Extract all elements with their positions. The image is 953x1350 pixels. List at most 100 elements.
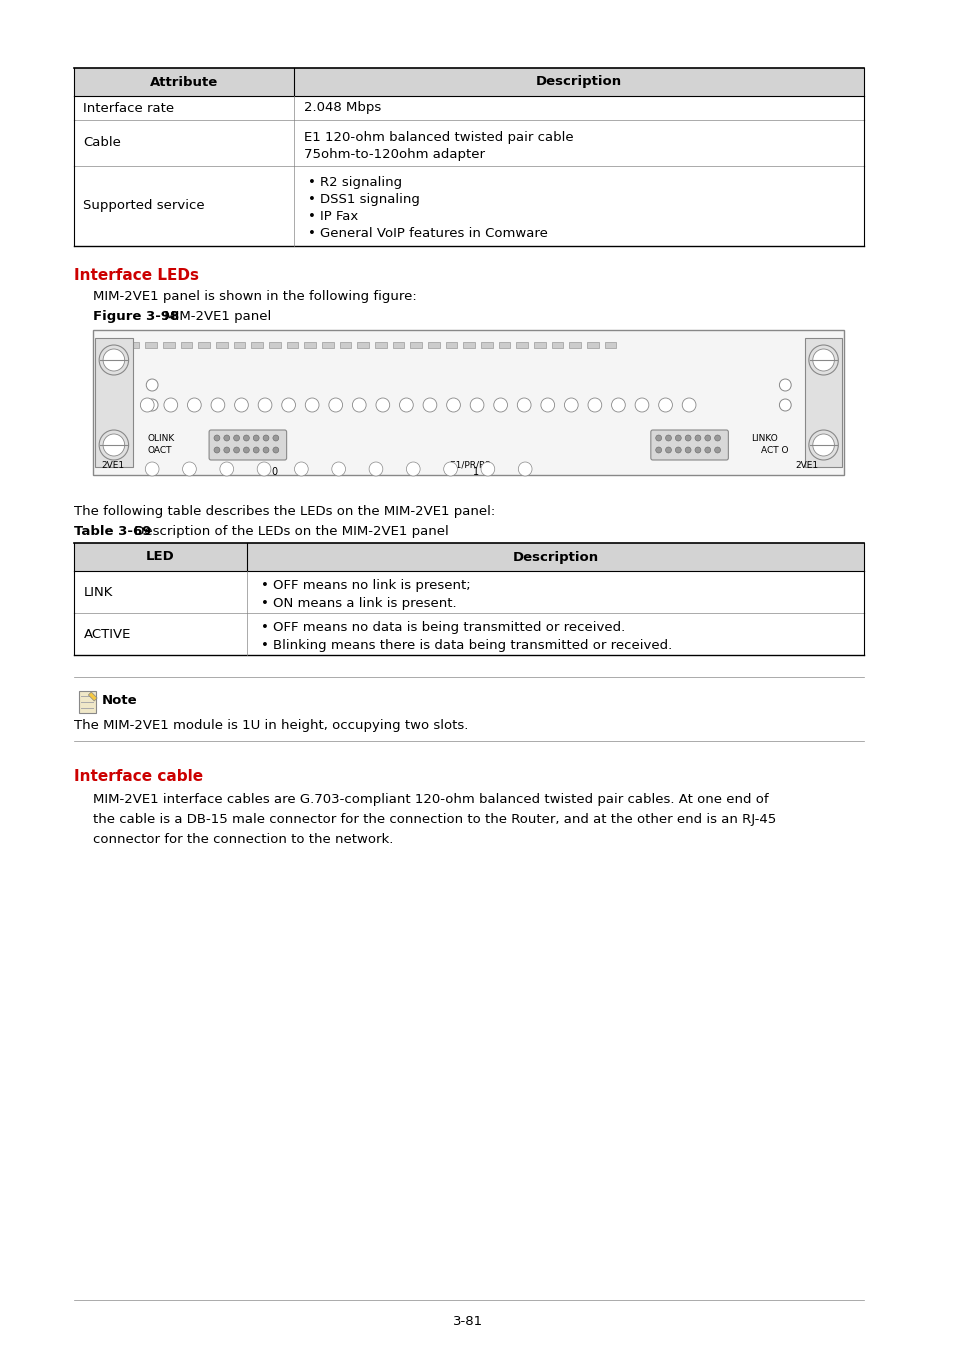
- Bar: [215, 342, 228, 348]
- Circle shape: [352, 398, 366, 412]
- Circle shape: [704, 447, 710, 454]
- Circle shape: [213, 435, 219, 441]
- Circle shape: [665, 447, 671, 454]
- Bar: [516, 342, 528, 348]
- Circle shape: [243, 447, 249, 454]
- Text: MIM-2VE1 panel: MIM-2VE1 panel: [160, 310, 271, 323]
- Circle shape: [233, 435, 239, 441]
- Bar: [233, 342, 245, 348]
- Bar: [604, 342, 616, 348]
- FancyBboxPatch shape: [209, 431, 286, 460]
- Text: •: •: [261, 639, 269, 652]
- Bar: [321, 342, 334, 348]
- Circle shape: [446, 398, 460, 412]
- Text: The following table describes the LEDs on the MIM-2VE1 panel:: The following table describes the LEDs o…: [73, 505, 495, 518]
- Circle shape: [422, 398, 436, 412]
- Circle shape: [443, 462, 456, 477]
- Circle shape: [257, 462, 271, 477]
- Text: Interface LEDs: Interface LEDs: [73, 269, 198, 284]
- Circle shape: [329, 398, 342, 412]
- Bar: [73, 543, 862, 571]
- Text: ACTIVE: ACTIVE: [83, 628, 131, 640]
- Bar: [198, 342, 210, 348]
- Circle shape: [684, 435, 690, 441]
- Circle shape: [480, 462, 495, 477]
- Text: DSS1 signaling: DSS1 signaling: [319, 193, 419, 207]
- Text: 2VE1: 2VE1: [794, 460, 818, 470]
- Text: 2.048 Mbps: 2.048 Mbps: [304, 101, 381, 115]
- Text: •: •: [261, 597, 269, 610]
- Text: Cable: Cable: [83, 136, 121, 150]
- Text: LINKO: LINKO: [750, 433, 777, 443]
- Text: LED: LED: [146, 551, 174, 563]
- Circle shape: [779, 379, 790, 391]
- Circle shape: [808, 346, 838, 375]
- Bar: [463, 342, 475, 348]
- Text: ACT O: ACT O: [760, 446, 787, 455]
- Circle shape: [684, 447, 690, 454]
- Circle shape: [258, 398, 272, 412]
- Text: 1: 1: [473, 467, 478, 477]
- Bar: [375, 342, 386, 348]
- Circle shape: [517, 462, 532, 477]
- Text: Description of the LEDs on the MIM-2VE1 panel: Description of the LEDs on the MIM-2VE1 …: [130, 525, 448, 539]
- Bar: [357, 342, 369, 348]
- Text: LINK: LINK: [83, 586, 112, 598]
- Text: OLINK: OLINK: [147, 433, 174, 443]
- Bar: [586, 342, 598, 348]
- Circle shape: [224, 435, 230, 441]
- Text: R2 signaling: R2 signaling: [319, 176, 402, 189]
- Circle shape: [146, 400, 158, 410]
- Circle shape: [665, 435, 671, 441]
- Text: IP Fax: IP Fax: [319, 211, 358, 223]
- Text: OACT: OACT: [147, 446, 172, 455]
- Circle shape: [655, 435, 661, 441]
- Bar: [804, 338, 841, 467]
- Text: the cable is a DB-15 male connector for the connection to the Router, and at the: the cable is a DB-15 male connector for …: [93, 813, 776, 826]
- FancyBboxPatch shape: [93, 329, 843, 475]
- Bar: [498, 342, 510, 348]
- Text: Note: Note: [102, 694, 137, 707]
- Circle shape: [273, 447, 278, 454]
- Circle shape: [779, 400, 790, 410]
- Bar: [180, 342, 193, 348]
- Circle shape: [406, 462, 419, 477]
- Text: MIM-2VE1 panel is shown in the following figure:: MIM-2VE1 panel is shown in the following…: [93, 290, 416, 302]
- Text: •: •: [261, 579, 269, 593]
- Circle shape: [253, 447, 259, 454]
- Bar: [78, 691, 96, 713]
- Circle shape: [714, 435, 720, 441]
- Bar: [410, 342, 421, 348]
- Circle shape: [332, 462, 345, 477]
- Circle shape: [224, 447, 230, 454]
- Circle shape: [253, 435, 259, 441]
- Circle shape: [675, 435, 680, 441]
- Circle shape: [99, 431, 129, 460]
- Circle shape: [695, 447, 700, 454]
- Circle shape: [146, 379, 158, 391]
- Circle shape: [714, 447, 720, 454]
- Text: •: •: [308, 176, 315, 189]
- Text: •: •: [308, 211, 315, 223]
- Circle shape: [211, 398, 225, 412]
- Circle shape: [164, 398, 177, 412]
- Text: 2VE1: 2VE1: [101, 460, 124, 470]
- Bar: [163, 342, 174, 348]
- Circle shape: [369, 462, 382, 477]
- Text: •: •: [261, 621, 269, 634]
- Text: Interface rate: Interface rate: [83, 101, 174, 115]
- Bar: [145, 342, 157, 348]
- Circle shape: [611, 398, 624, 412]
- Circle shape: [704, 435, 710, 441]
- Text: Description: Description: [536, 76, 621, 89]
- Text: Supported service: Supported service: [83, 200, 205, 212]
- Text: Table 3-69: Table 3-69: [73, 525, 151, 539]
- Text: The MIM-2VE1 module is 1U in height, occupying two slots.: The MIM-2VE1 module is 1U in height, occ…: [73, 720, 468, 732]
- Text: MIM-2VE1 interface cables are G.703-compliant 120-ohm balanced twisted pair cabl: MIM-2VE1 interface cables are G.703-comp…: [93, 792, 768, 806]
- Circle shape: [812, 433, 834, 456]
- Circle shape: [494, 398, 507, 412]
- Circle shape: [263, 435, 269, 441]
- Text: General VoIP features in Comware: General VoIP features in Comware: [319, 227, 547, 240]
- Text: E1 120-ohm balanced twisted pair cable: E1 120-ohm balanced twisted pair cable: [304, 131, 574, 144]
- Circle shape: [294, 462, 308, 477]
